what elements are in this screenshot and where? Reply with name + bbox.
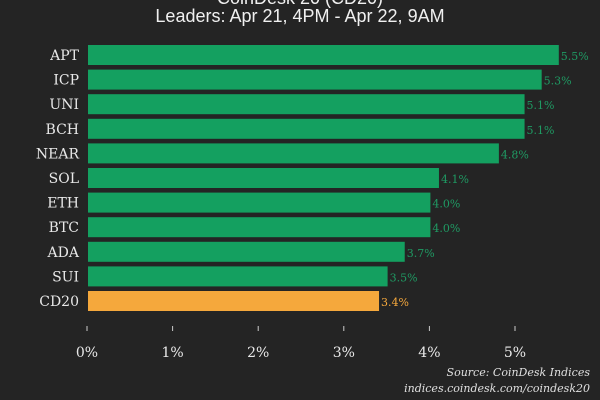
bar: [88, 94, 525, 115]
value-label: 5.1%: [527, 124, 555, 137]
value-label: 4.8%: [501, 148, 529, 161]
bar: [88, 45, 559, 65]
chart-subtitle: Leaders: Apr 21, 4PM - Apr 22, 9AM: [155, 6, 445, 26]
value-label: 3.7%: [407, 247, 435, 260]
category-label: SUI: [52, 269, 79, 285]
category-label: ADA: [47, 245, 80, 261]
value-label: 4.0%: [432, 198, 460, 211]
x-tick-label: 4%: [418, 345, 440, 361]
category-label: NEAR: [36, 146, 80, 162]
value-label: 5.5%: [561, 50, 589, 63]
category-label: BCH: [46, 122, 79, 138]
source-url: indices.coindesk.com/coindesk20: [404, 382, 590, 395]
x-tick-label: 0%: [76, 345, 98, 361]
category-label: APT: [49, 48, 80, 64]
x-tick-label: 1%: [161, 345, 183, 361]
value-label: 3.5%: [390, 271, 418, 284]
value-label: 4.0%: [432, 222, 460, 235]
value-label: 5.1%: [527, 99, 555, 112]
category-label: BTC: [49, 220, 79, 236]
category-label: ICP: [53, 73, 79, 89]
chart-title: CoinDesk 20 (CD20): [0, 0, 600, 9]
bar: [88, 118, 525, 139]
bar: [88, 143, 499, 164]
value-label: 3.4%: [381, 296, 409, 309]
x-tick-label: 3%: [333, 345, 355, 361]
category-label: ETH: [47, 196, 79, 212]
category-label: UNI: [49, 97, 79, 113]
category-label: SOL: [49, 171, 79, 187]
bar: [88, 291, 380, 311]
bar: [88, 217, 431, 238]
bar: [88, 192, 431, 213]
category-label: CD20: [39, 294, 79, 310]
bar: [88, 266, 388, 287]
value-label: 5.3%: [544, 75, 572, 88]
x-tick-label: 2%: [247, 345, 269, 361]
bar: [88, 168, 439, 188]
source-note: Source: CoinDesk Indices: [446, 366, 590, 379]
bar: [88, 69, 542, 90]
x-tick-label: 5%: [504, 345, 526, 361]
bar: [88, 241, 405, 262]
value-label: 4.1%: [441, 173, 469, 186]
